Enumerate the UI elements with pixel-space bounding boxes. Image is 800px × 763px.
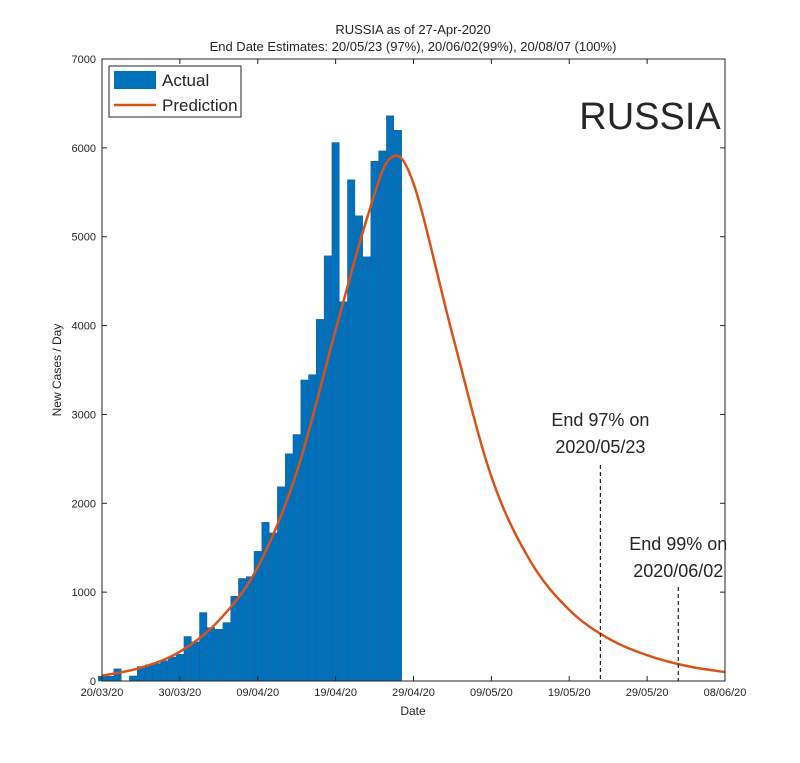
y-tick-label: 2000 — [72, 498, 96, 510]
x-tick-label: 08/06/20 — [704, 687, 747, 699]
x-tick-label: 29/05/20 — [626, 687, 669, 699]
bar-20-04-20 — [339, 301, 348, 682]
x-tick-label: 19/04/20 — [314, 687, 357, 699]
x-tick-label: 19/05/20 — [548, 687, 591, 699]
bar-22-03-20 — [113, 668, 122, 682]
x-tick-label: 09/04/20 — [236, 687, 279, 699]
bar-01-04-20 — [191, 641, 200, 682]
y-tick-label: 5000 — [72, 232, 96, 244]
bar-02-04-20 — [199, 612, 208, 682]
bar-26-04-20 — [386, 115, 395, 682]
y-tick-label: 3000 — [72, 409, 96, 421]
x-axis-label: Date — [400, 704, 426, 718]
y-tick-label: 4000 — [72, 321, 96, 333]
bar-04-04-20 — [214, 629, 223, 682]
bar-03-04-20 — [207, 627, 215, 682]
bar-18-04-20 — [323, 255, 332, 682]
bar-29-03-20 — [168, 656, 177, 682]
bar-23-04-20 — [362, 256, 371, 682]
bar-15-04-20 — [300, 379, 309, 682]
legend-actual-label: Actual — [162, 71, 209, 90]
bar-17-04-20 — [316, 319, 324, 682]
bar-22-04-20 — [355, 215, 363, 682]
annotation-2-line2: 2020/06/02 — [633, 561, 723, 581]
x-tick-label: 09/05/20 — [470, 687, 513, 699]
bar-21-04-20 — [347, 179, 356, 682]
bar-31-03-20 — [183, 636, 192, 682]
x-tick-label: 29/04/20 — [392, 687, 435, 699]
bar-28-03-20 — [160, 660, 169, 682]
country-watermark: RUSSIA — [579, 96, 721, 138]
y-tick-label: 1000 — [72, 587, 96, 599]
actual-bars — [98, 115, 402, 682]
bar-27-04-20 — [393, 130, 402, 682]
chart-subtitle: End Date Estimates: 20/05/23 (97%), 20/0… — [210, 39, 617, 54]
legend-actual-swatch — [114, 71, 156, 89]
legend: Actual Prediction — [108, 65, 242, 118]
annotation-1-line2: 2020/05/23 — [555, 437, 645, 457]
bar-11-04-20 — [269, 532, 278, 682]
y-axis: 0 1000 2000 3000 4000 5000 6000 7000 — [72, 54, 725, 688]
bar-24-04-20 — [370, 161, 379, 682]
chart-title: RUSSIA as of 27-Apr-2020 — [335, 22, 490, 37]
bar-08-04-20 — [246, 576, 254, 682]
legend-prediction-label: Prediction — [162, 96, 238, 115]
x-tick-label: 30/03/20 — [158, 687, 201, 699]
y-axis-label: New Cases / Day — [50, 324, 64, 417]
annotation-1-line1: End 97% on — [551, 410, 649, 430]
bar-05-04-20 — [222, 622, 231, 682]
y-tick-label: 6000 — [72, 143, 96, 155]
x-axis: 20/03/20 30/03/20 09/04/20 19/04/20 29/04/20… — [81, 59, 747, 699]
bar-24-03-20 — [129, 675, 138, 682]
x-tick-label: 20/03/20 — [81, 687, 124, 699]
y-tick-label: 7000 — [72, 54, 96, 66]
plot-area — [102, 59, 725, 681]
bar-27-03-20 — [152, 663, 161, 682]
bar-06-04-20 — [230, 596, 239, 682]
bar-25-04-20 — [378, 150, 387, 682]
annotations: End 97% on 2020/05/23 End 99% on 2020/06/02 — [551, 410, 727, 681]
bar-21-03-20 — [105, 676, 114, 682]
bar-19-04-20 — [331, 142, 340, 682]
annotation-2-line1: End 99% on — [629, 534, 727, 554]
y-tick-label: 0 — [90, 676, 96, 688]
